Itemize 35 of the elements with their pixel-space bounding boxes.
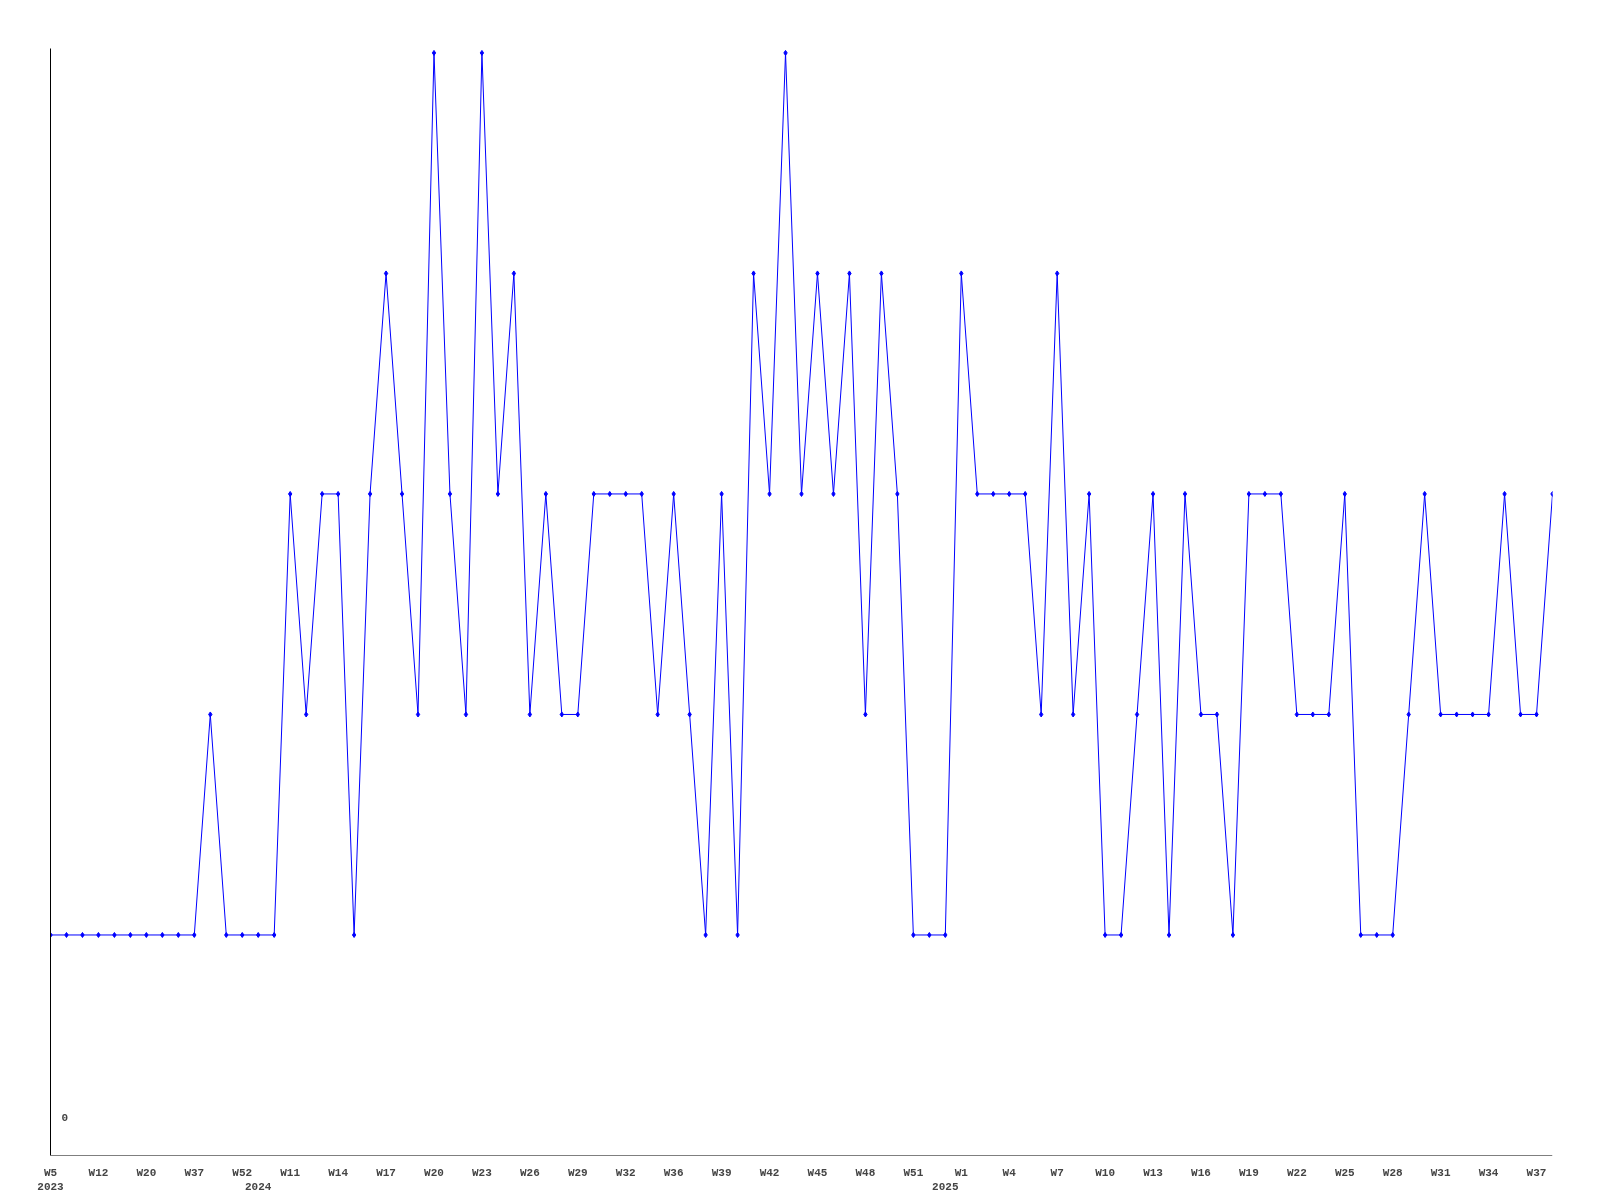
x-tick-label: W37	[184, 1166, 205, 1179]
x-tick-label: W13	[1143, 1166, 1164, 1179]
x-tick-label: W10	[1095, 1166, 1116, 1179]
x-tick-label: W4	[1002, 1166, 1017, 1179]
x-tick-label: W39	[711, 1166, 732, 1179]
x-tick-label: W26	[519, 1166, 540, 1179]
x-tick-label: W34	[1478, 1166, 1499, 1179]
x-tick-label: W20	[424, 1166, 444, 1179]
x-tick-label: W29	[567, 1166, 588, 1179]
x-tick-label: W16	[1191, 1166, 1211, 1179]
x-tick-label: W31	[1430, 1166, 1451, 1179]
x-tick-label: W32	[615, 1166, 636, 1179]
x-tick-label: W5 2023	[37, 1166, 65, 1193]
x-tick-label: W23	[472, 1166, 493, 1179]
x-tick-label: 2024	[245, 1180, 272, 1193]
x-tick-label: W52	[232, 1166, 253, 1179]
x-tick-label: W51	[903, 1166, 924, 1179]
x-tick-label: W28	[1382, 1166, 1404, 1179]
x-tick-label: W42	[759, 1166, 780, 1179]
x-tick-label: 2025	[932, 1180, 959, 1193]
x-tick-label: W36	[663, 1166, 684, 1179]
x-tick-label: W11	[280, 1166, 301, 1179]
x-tick-label: W37	[1526, 1166, 1547, 1179]
x-tick-label: W20	[136, 1166, 157, 1179]
x-tick-label: W45	[807, 1166, 828, 1179]
x-tick-label: W7	[1050, 1166, 1064, 1179]
x-tick-label: W1	[954, 1166, 969, 1179]
x-tick-label: W48	[855, 1166, 876, 1179]
x-tick-label: W19	[1239, 1166, 1259, 1179]
x-tick-label: W25	[1334, 1166, 1356, 1179]
x-tick-label: W22	[1286, 1166, 1307, 1179]
x-tick-label: W12	[88, 1166, 109, 1179]
x-tick-label: W17	[376, 1166, 396, 1179]
x-tick-label: W14	[328, 1166, 349, 1179]
annotation: 0	[61, 1112, 69, 1124]
